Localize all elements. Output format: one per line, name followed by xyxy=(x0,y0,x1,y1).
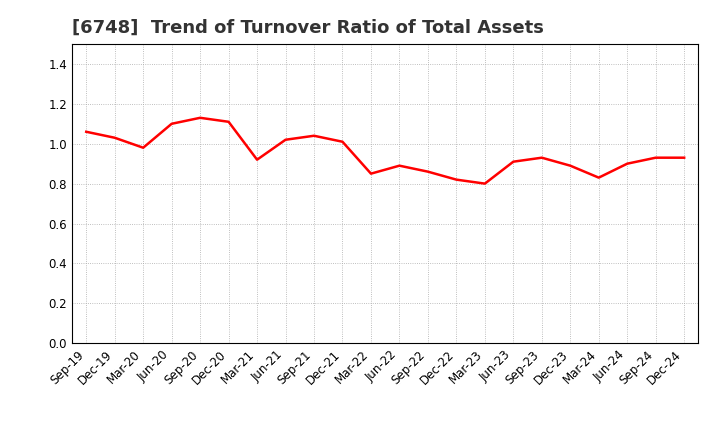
Text: [6748]  Trend of Turnover Ratio of Total Assets: [6748] Trend of Turnover Ratio of Total … xyxy=(72,19,544,37)
